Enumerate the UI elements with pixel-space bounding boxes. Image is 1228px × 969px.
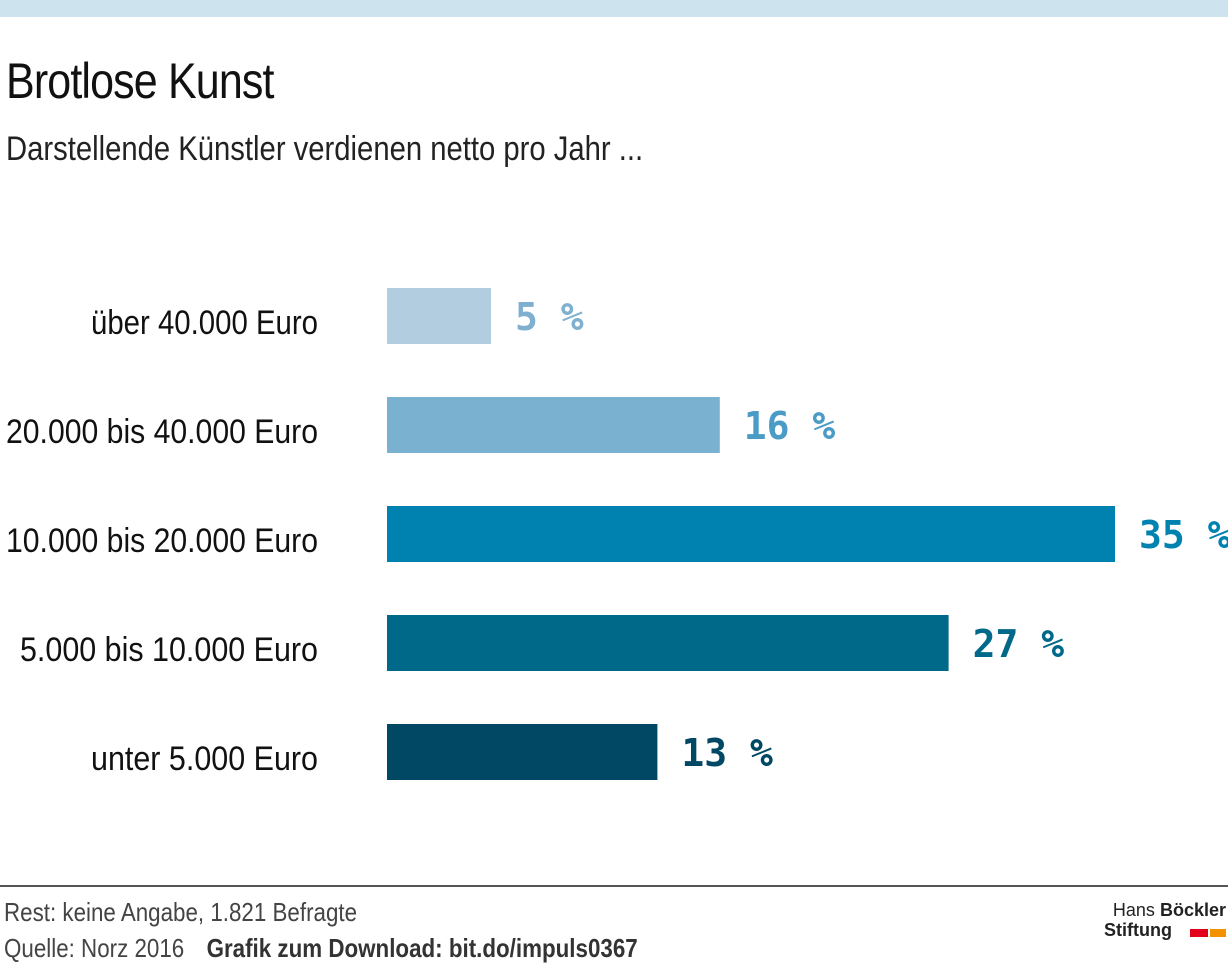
category-label: über 40.000 Euro [91, 304, 318, 342]
value-label: 5 % [515, 295, 584, 339]
bar [387, 506, 1115, 562]
logo-red-flag [1190, 929, 1208, 937]
logo-line1: Hans Böckler [1113, 900, 1226, 921]
logo-hans: Hans [1112, 900, 1155, 920]
chart-title: Brotlose Kunst [6, 53, 274, 109]
category-label: 5.000 bis 10.000 Euro [20, 631, 318, 669]
bar [387, 724, 658, 780]
category-label: unter 5.000 Euro [91, 740, 318, 778]
bar-group: über 40.000 Euro 5 % 20.000 bis 40.000 Eur… [6, 288, 1228, 780]
value-label: 27 % [973, 622, 1065, 666]
chart-subtitle: Darstellende Künstler verdienen netto pr… [6, 130, 644, 168]
category-label: 10.000 bis 20.000 Euro [6, 522, 318, 560]
category-label: 20.000 bis 40.000 Euro [6, 413, 318, 451]
top-stripe [0, 0, 1228, 17]
download-link[interactable]: Grafik zum Download: bit.do/impuls0367 [206, 933, 638, 963]
bar-chart: über 40.000 Euro 5 % 20.000 bis 40.000 Eur… [6, 288, 1228, 780]
value-label: 35 % [1139, 513, 1228, 557]
source-text: Quelle: Norz 2016 [4, 933, 185, 963]
logo-orange-flag [1210, 929, 1226, 937]
source-line: Quelle: Norz 2016 Grafik zum Download: bi… [4, 933, 638, 964]
bar [387, 397, 720, 453]
hans-boeckler-logo: Hans Böckler Stiftung [1092, 900, 1226, 944]
value-label: 13 % [681, 731, 773, 775]
logo-line2: Stiftung [1104, 920, 1172, 940]
bar [387, 288, 491, 344]
footnote: Rest: keine Angabe, 1.821 Befragte [4, 897, 358, 927]
footer-divider [0, 885, 1228, 887]
bar [387, 615, 949, 671]
value-label: 16 % [744, 404, 836, 448]
logo-boeckler: Böckler [1159, 900, 1226, 920]
